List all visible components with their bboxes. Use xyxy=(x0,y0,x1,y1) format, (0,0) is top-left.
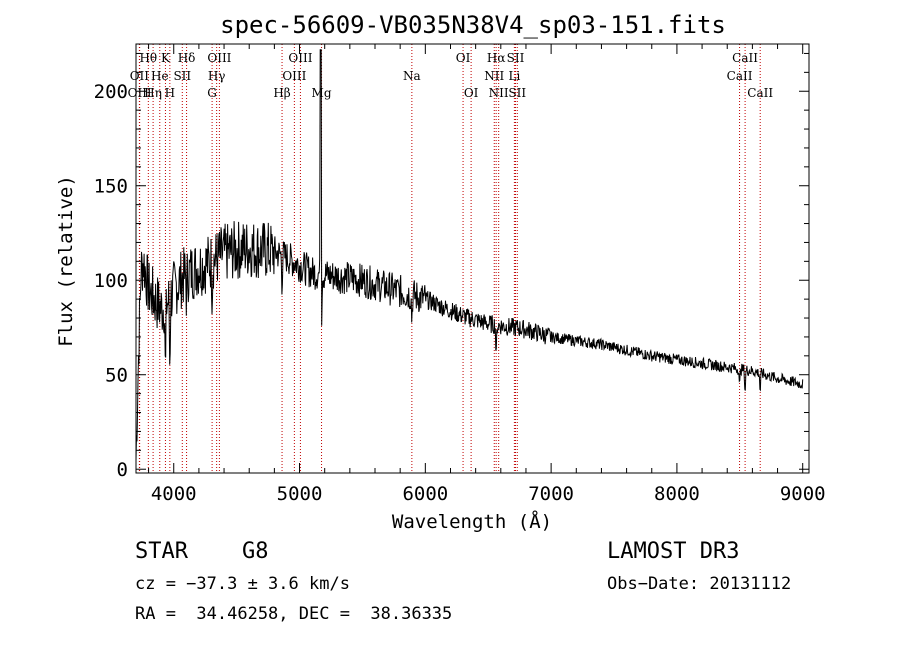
line-label: CaII xyxy=(747,86,773,100)
line-label: He xyxy=(151,69,169,83)
chart-title: spec-56609-VB035N38V4_sp03-151.fits xyxy=(220,11,726,39)
line-label: CaII xyxy=(732,51,758,65)
spectral-line-markers xyxy=(138,44,761,473)
line-label: SII xyxy=(507,51,525,65)
x-axis-label: Wavelength (Å) xyxy=(392,510,552,533)
line-label: OII xyxy=(130,69,150,83)
survey-name: LAMOST DR3 xyxy=(607,539,740,564)
line-label: OI xyxy=(464,86,479,100)
plot-frame xyxy=(135,43,810,474)
line-label: OIII xyxy=(128,86,152,100)
y-tick-label: 0 xyxy=(117,459,128,481)
line-label: Hδ xyxy=(178,51,196,65)
line-label: Hθ xyxy=(139,51,157,65)
x-axis: 4000 5000 6000 7000 8000 9000 xyxy=(148,44,826,505)
line-label: Hα xyxy=(487,51,506,65)
observation-date: Obs−Date: 20131112 xyxy=(607,574,792,594)
x-tick-label: 5000 xyxy=(277,483,323,505)
line-label: Na xyxy=(403,69,421,83)
line-label: Hβ xyxy=(273,86,290,100)
object-subclass: G8 xyxy=(242,539,269,564)
line-label: NII xyxy=(484,69,504,83)
line-label: Li xyxy=(508,69,520,83)
line-label: H xyxy=(165,86,175,100)
sky-coordinates: RA = 34.46258, DEC = 38.36335 xyxy=(135,604,453,624)
y-tick-label: 150 xyxy=(94,176,128,198)
object-class: STAR xyxy=(135,539,188,564)
x-tick-label: 6000 xyxy=(402,483,448,505)
line-label: G xyxy=(207,86,217,100)
y-tick-label: 100 xyxy=(94,270,128,292)
x-tick-label: 9000 xyxy=(780,483,826,505)
spectrum-line xyxy=(135,49,804,461)
x-tick-label: 4000 xyxy=(151,483,197,505)
line-label: OI xyxy=(456,51,471,65)
x-tick-label: 7000 xyxy=(528,483,574,505)
line-label: Hη xyxy=(144,86,162,100)
y-axis: 0 50 100 150 200 xyxy=(94,52,809,481)
redshift-velocity: cz = −37.3 ± 3.6 km/s xyxy=(135,574,350,594)
line-label: NII xyxy=(489,86,509,100)
x-tick-label: 8000 xyxy=(654,483,700,505)
line-label: SII xyxy=(173,69,191,83)
line-label: OIII xyxy=(207,51,231,65)
y-axis-label: Flux (relative) xyxy=(55,175,77,347)
line-label: SII xyxy=(508,86,526,100)
line-label: OIII xyxy=(288,51,312,65)
line-label: Hγ xyxy=(208,69,226,83)
line-label: CaII xyxy=(727,69,753,83)
line-label: K xyxy=(161,51,171,65)
line-label: OIII xyxy=(282,69,306,83)
y-tick-label: 50 xyxy=(105,365,128,387)
y-tick-label: 200 xyxy=(94,81,128,103)
